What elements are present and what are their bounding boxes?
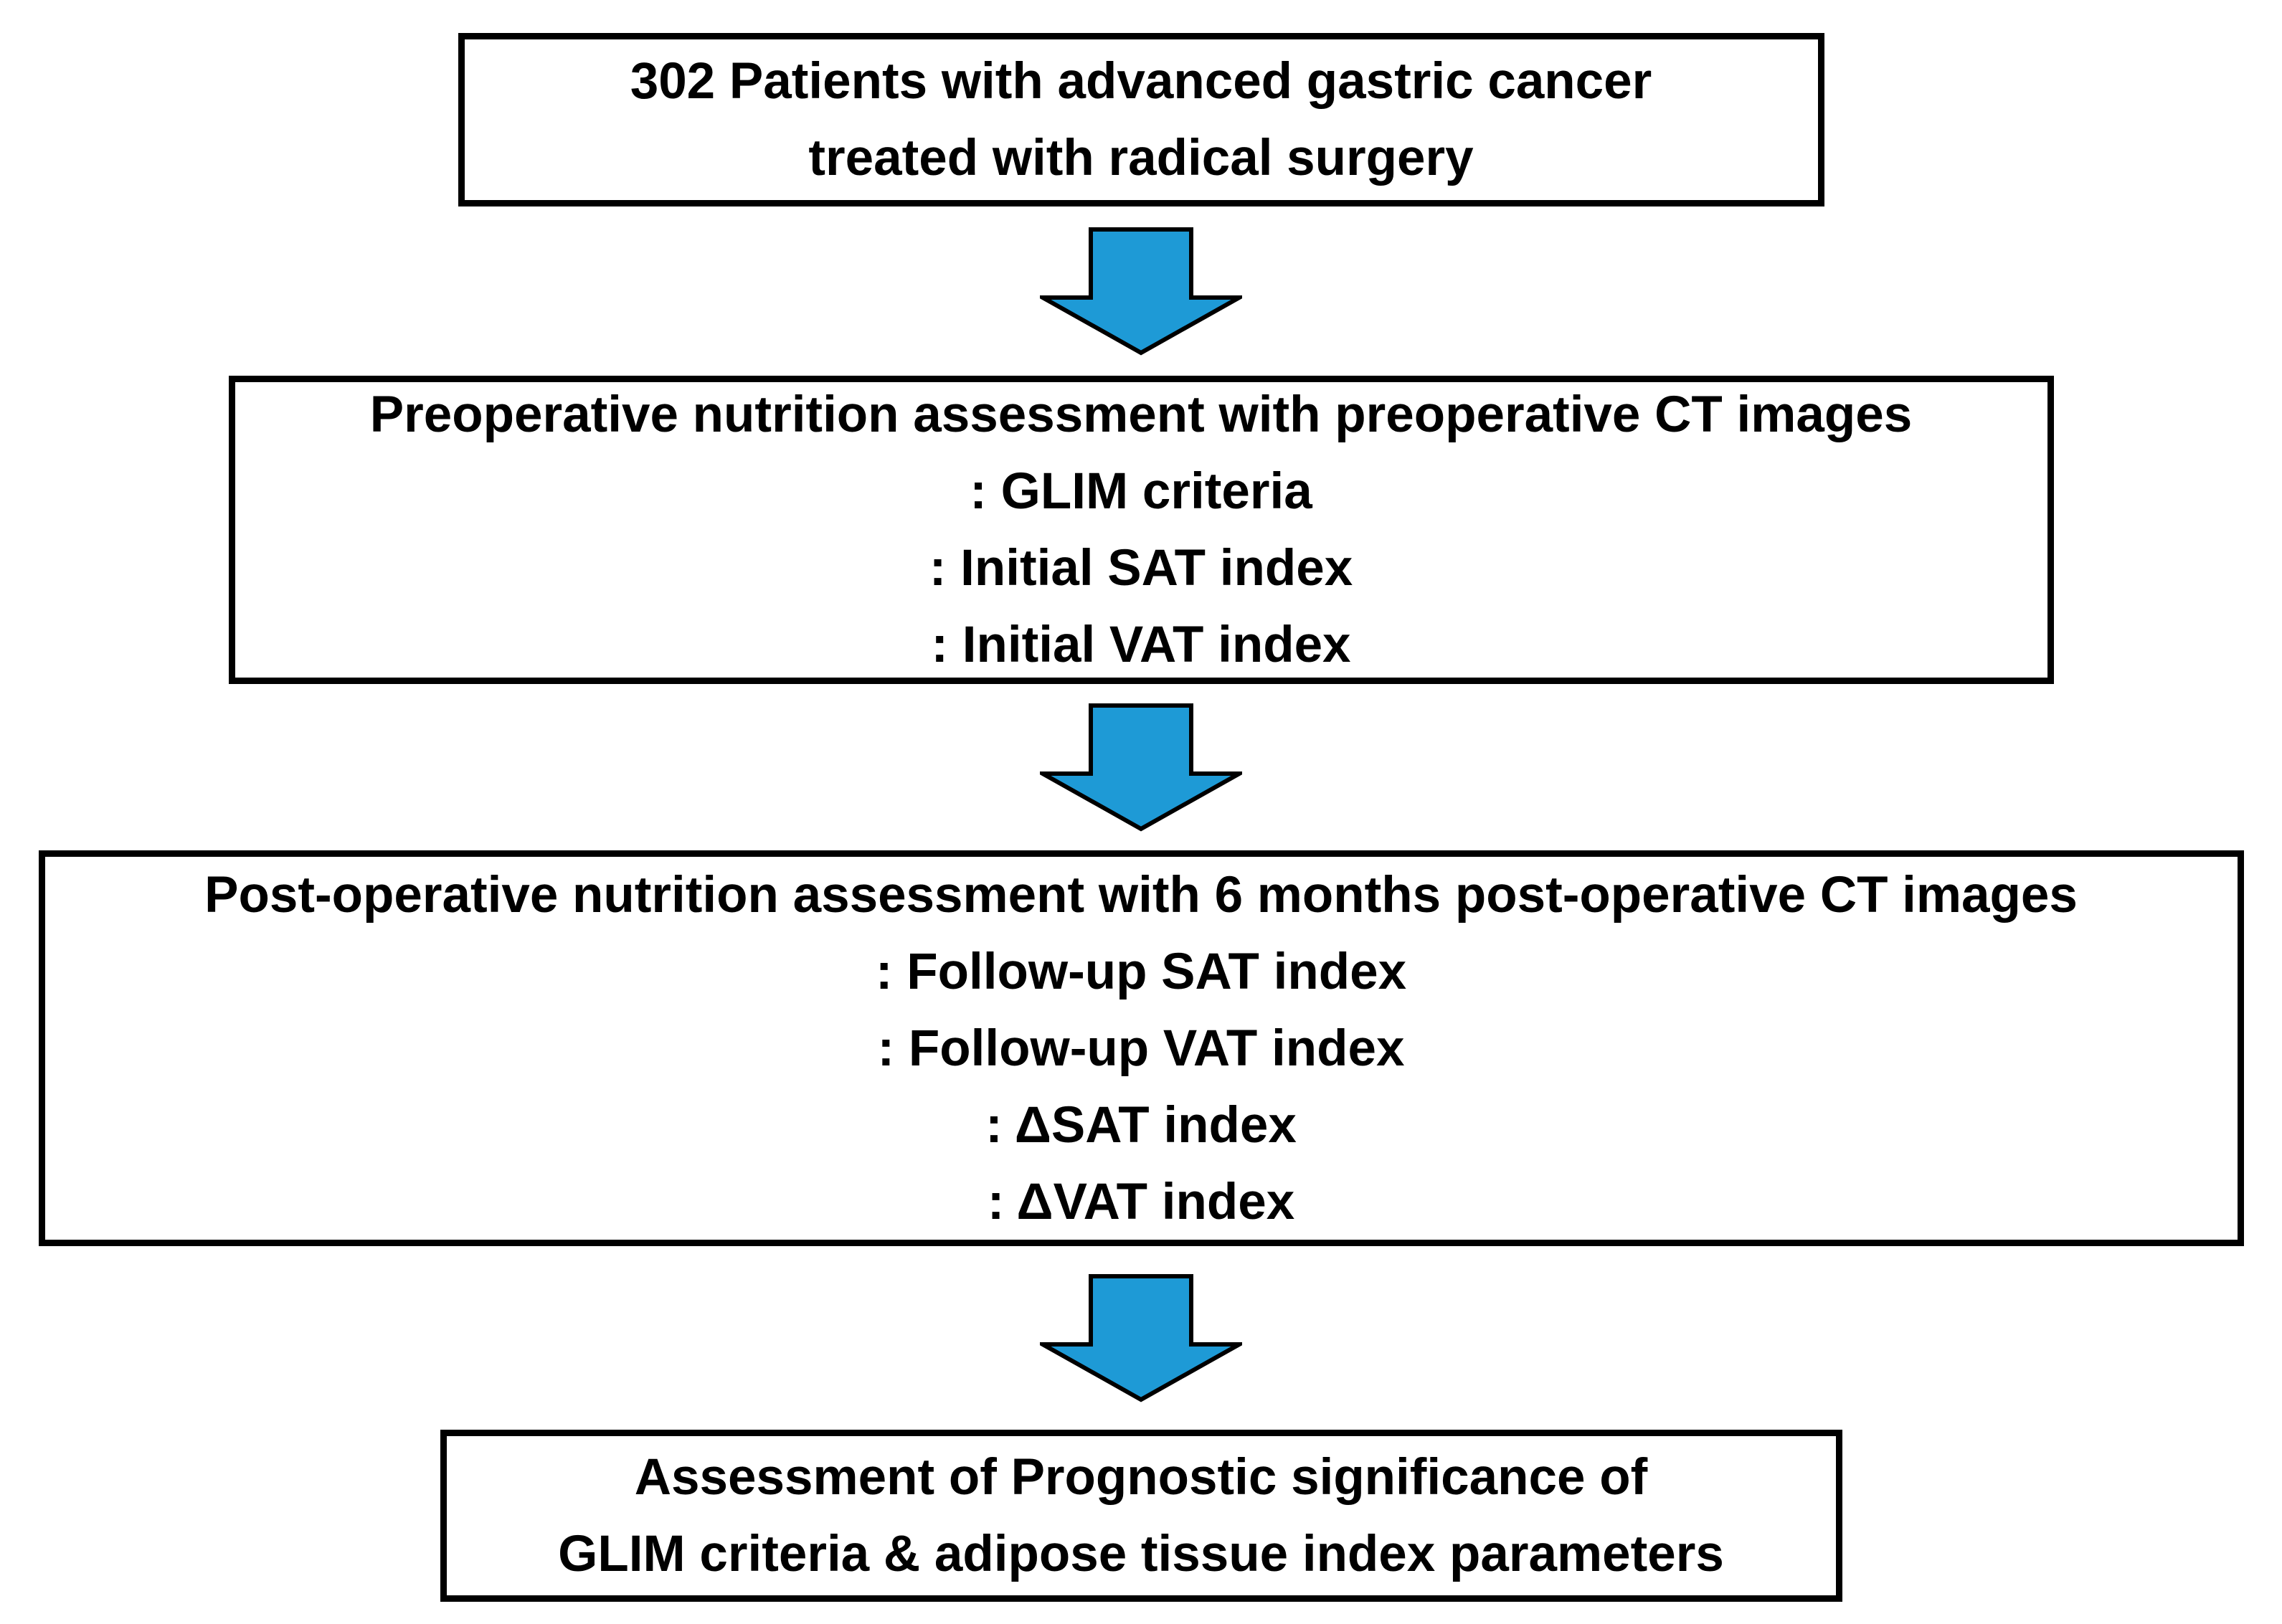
- down-arrow-icon: [1040, 227, 1242, 356]
- flow-box-postoperative-line-1: Post-operative nutrition assessment with…: [204, 866, 2078, 923]
- flow-box-postoperative-line-5: : ΔVAT index: [987, 1173, 1295, 1230]
- flow-box-cohort-line-2: treated with radical surgery: [808, 130, 1474, 186]
- down-arrow-icon: [1040, 1274, 1242, 1402]
- down-arrow-shape: [1040, 1274, 1242, 1402]
- flow-box-prognostic-line-2: GLIM criteria & adipose tissue index par…: [558, 1526, 1724, 1582]
- flow-box-postoperative-line-4: : ΔSAT index: [985, 1096, 1297, 1154]
- flow-box-cohort-line-1: 302 Patients with advanced gastric cance…: [630, 53, 1652, 110]
- flow-box-postoperative: Post-operative nutrition assessment with…: [38, 850, 2244, 1246]
- down-arrow-shape: [1040, 227, 1242, 356]
- flow-box-prognostic-line-1: Assessment of Prognostic significance of: [634, 1449, 1648, 1506]
- flow-box-preoperative-line-3: : Initial SAT index: [929, 540, 1353, 597]
- flow-box-preoperative-line-1: Preoperative nutrition assessment with p…: [369, 386, 1913, 443]
- down-arrow-icon: [1040, 703, 1242, 832]
- flow-box-prognostic: Assessment of Prognostic significance of…: [440, 1430, 1842, 1602]
- flow-box-preoperative: Preoperative nutrition assessment with p…: [228, 376, 2054, 684]
- flow-box-postoperative-line-3: : Follow-up VAT index: [877, 1020, 1405, 1077]
- flow-box-cohort: 302 Patients with advanced gastric cance…: [458, 33, 1824, 206]
- flow-box-preoperative-line-4: : Initial VAT index: [931, 617, 1351, 673]
- flow-box-postoperative-line-2: : Follow-up SAT index: [875, 943, 1407, 1000]
- down-arrow-shape: [1040, 703, 1242, 832]
- flow-box-preoperative-line-2: : GLIM criteria: [970, 463, 1312, 520]
